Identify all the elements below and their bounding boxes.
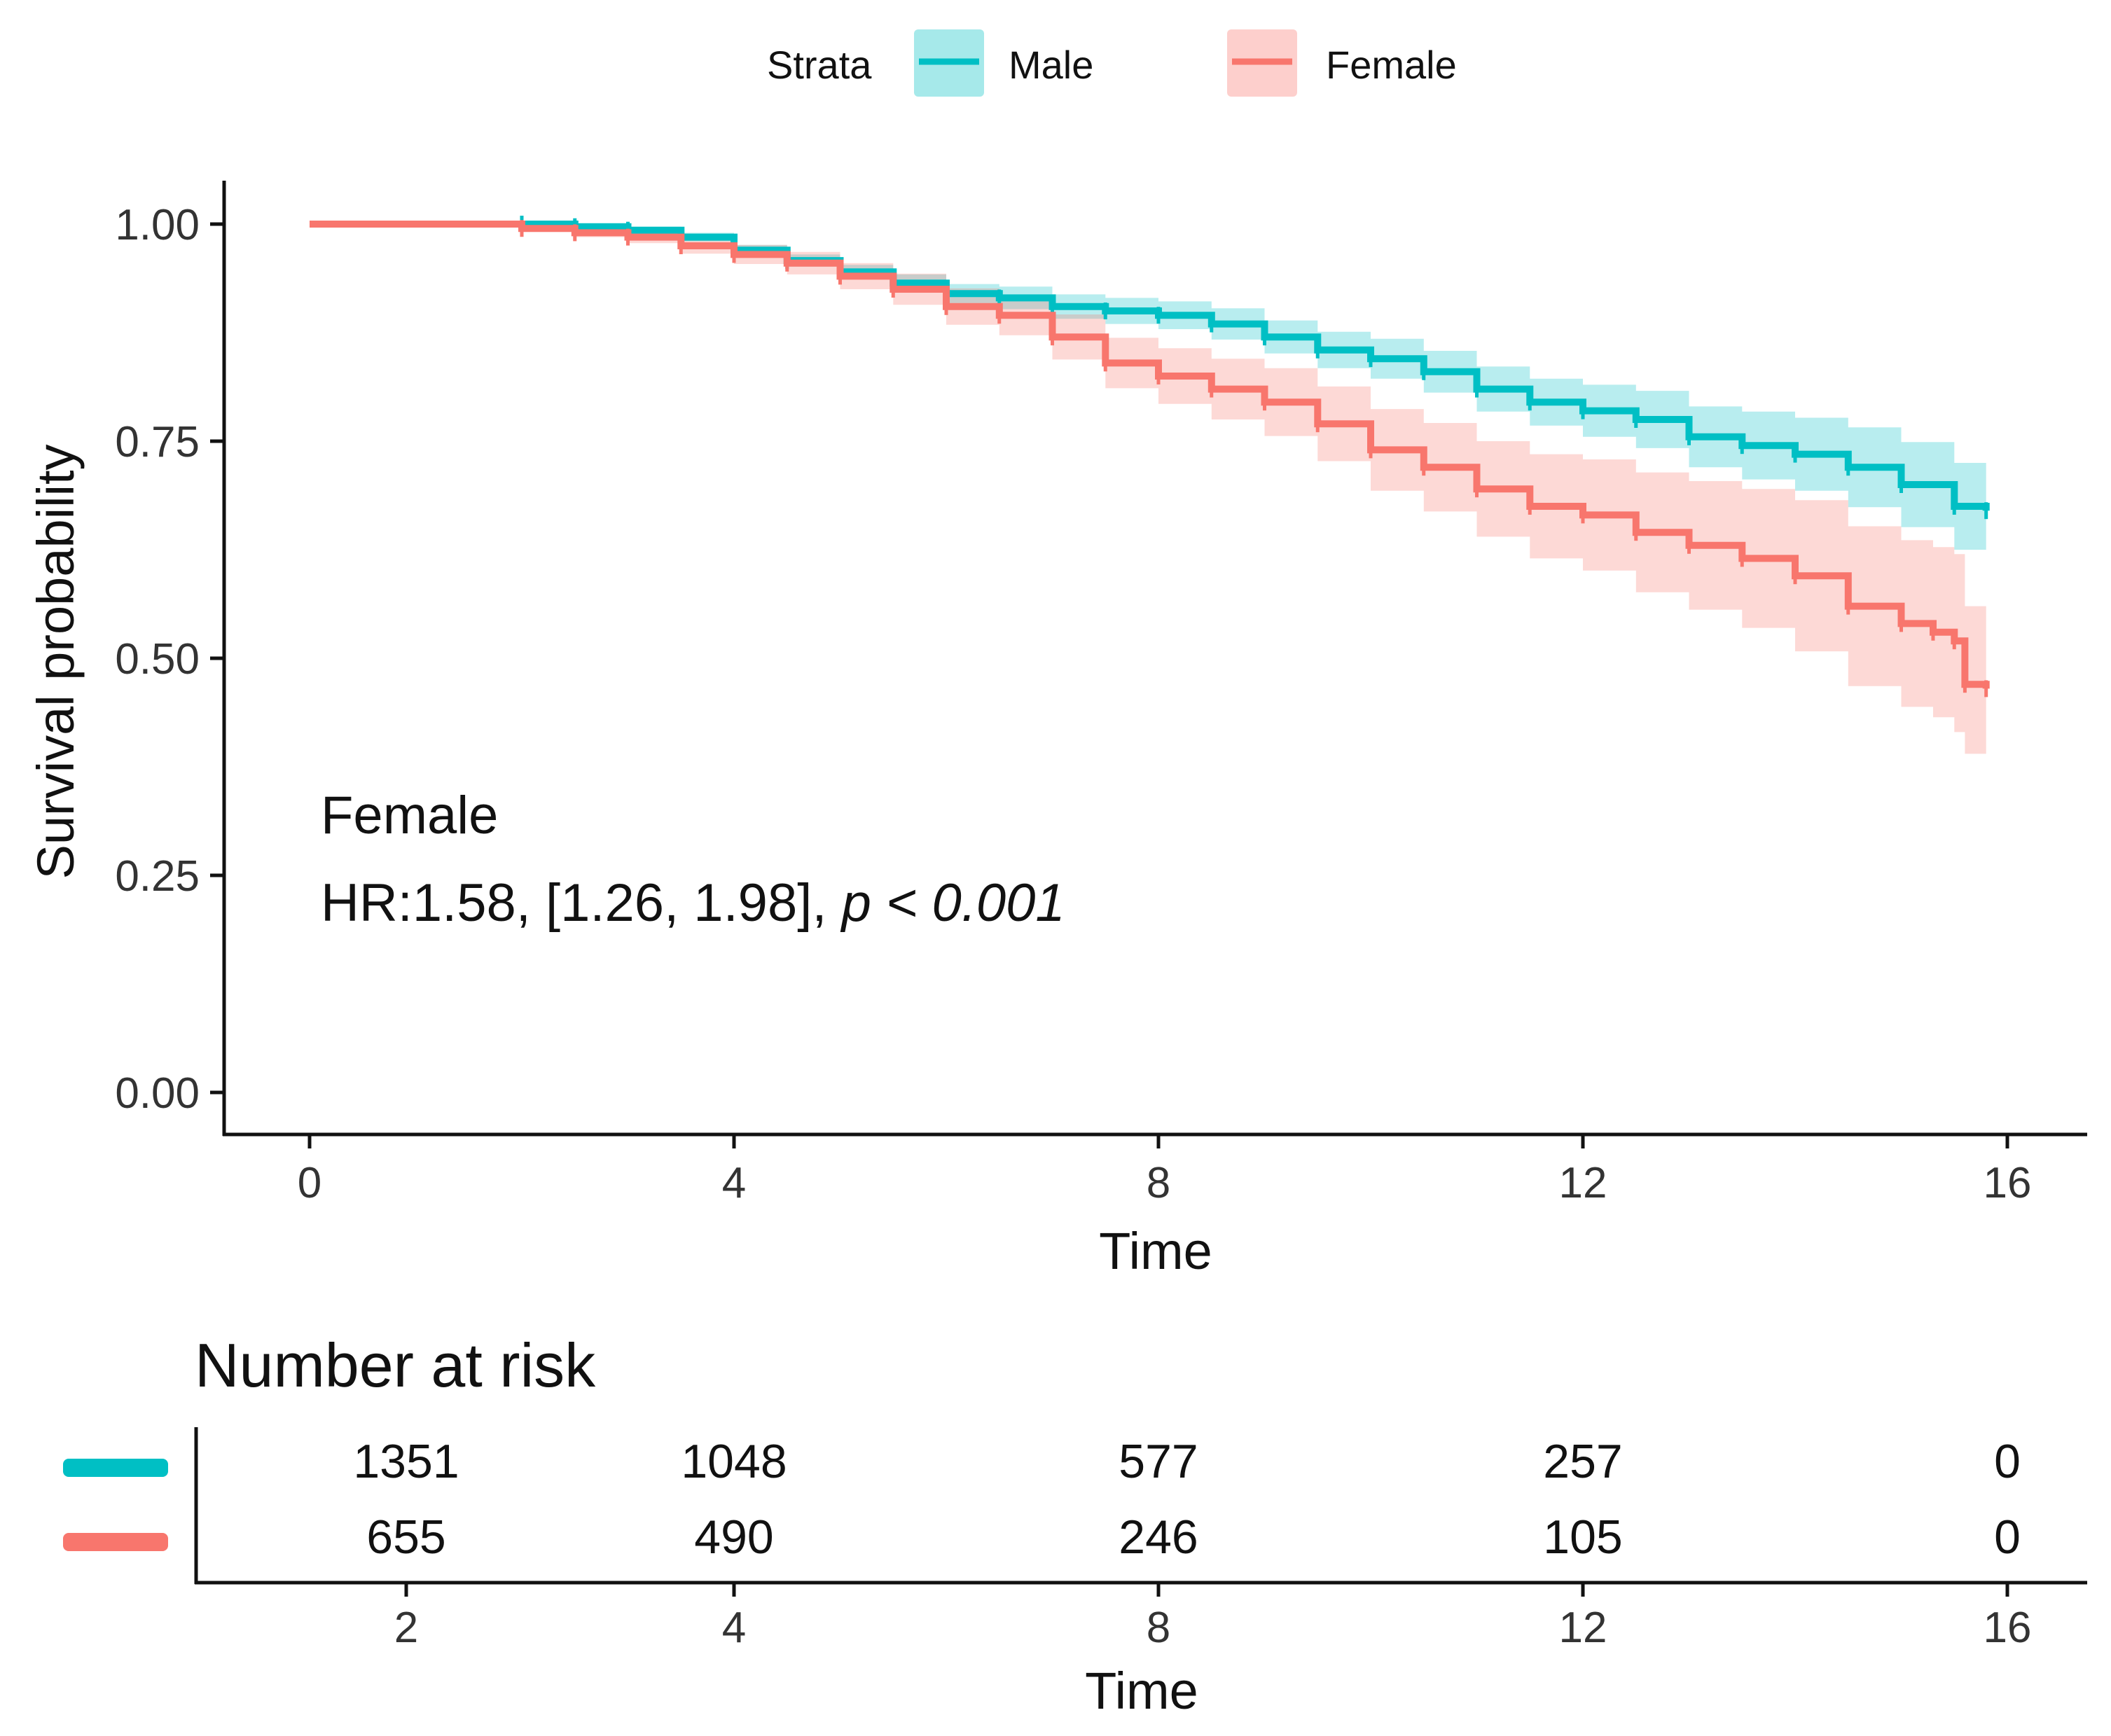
- y-tick-label: 1.00: [115, 201, 200, 249]
- x-tick-label: 16: [1984, 1159, 2032, 1207]
- annotation-hr-text: HR:1.58, [1.26, 1.98],: [321, 873, 842, 933]
- risk-x-tick-label: 8: [1147, 1604, 1170, 1652]
- x-axis-title: Time: [1099, 1222, 1212, 1280]
- legend-male-label: Male: [1009, 43, 1093, 87]
- female-survival-curve: [310, 221, 1990, 689]
- legend: Strata Male Female: [767, 29, 1457, 97]
- x-tick-label: 12: [1559, 1159, 1607, 1207]
- male-risk-value: 1048: [681, 1435, 787, 1488]
- risk-table-title: Number at risk: [195, 1331, 596, 1400]
- annotation-p-value: p < 0.001: [840, 873, 1065, 933]
- annotation-hr: HR:1.58, [1.26, 1.98], p < 0.001: [321, 873, 1065, 933]
- legend-title: Strata: [767, 43, 872, 87]
- y-axis-title: Survival probability: [27, 444, 85, 879]
- risk-row-female-swatch: [63, 1533, 168, 1551]
- male-risk-value: 257: [1543, 1435, 1622, 1488]
- plot-area: 0.00 0.25 0.50 0.75 1.00 0 4 8 12 16 Female HR:1…: [27, 181, 2087, 1280]
- x-ticks: 0 4 8 12 16: [298, 1134, 2032, 1207]
- risk-x-tick-label: 2: [394, 1604, 418, 1652]
- annotation-group: Female: [321, 786, 498, 845]
- risk-x-tick-label: 4: [722, 1604, 746, 1652]
- risk-row-male-swatch: [63, 1459, 168, 1477]
- legend-female-label: Female: [1326, 43, 1457, 87]
- risk-x-axis-title: Time: [1085, 1662, 1198, 1720]
- risk-x-ticks: 2 4 8 12 16: [394, 1583, 2032, 1652]
- risk-x-tick-label: 16: [1984, 1604, 2032, 1652]
- x-tick-label: 8: [1147, 1159, 1170, 1207]
- female-risk-value: 0: [1994, 1511, 2021, 1564]
- risk-x-tick-label: 12: [1559, 1604, 1607, 1652]
- female-risk-value: 246: [1119, 1511, 1198, 1564]
- y-ticks: 0.00 0.25 0.50 0.75 1.00: [115, 201, 224, 1118]
- y-tick-label: 0.25: [115, 852, 200, 901]
- confidence-bands: [310, 224, 1986, 758]
- y-tick-label: 0.75: [115, 418, 200, 466]
- female-risk-value: 490: [694, 1511, 773, 1564]
- female-risk-value: 655: [366, 1511, 445, 1564]
- risk-values: 1351 1048 577 257 0 655 490 246 105 0: [353, 1435, 2021, 1564]
- female-confidence-band: [310, 224, 1986, 758]
- x-tick-label: 0: [298, 1159, 321, 1207]
- male-risk-value: 577: [1119, 1435, 1198, 1488]
- survival-curves: [310, 216, 1990, 697]
- x-tick-label: 4: [722, 1159, 746, 1207]
- female-risk-value: 105: [1543, 1511, 1622, 1564]
- male-risk-value: 0: [1994, 1435, 2021, 1488]
- male-risk-value: 1351: [353, 1435, 459, 1488]
- y-tick-label: 0.50: [115, 635, 200, 683]
- y-tick-label: 0.00: [115, 1069, 200, 1118]
